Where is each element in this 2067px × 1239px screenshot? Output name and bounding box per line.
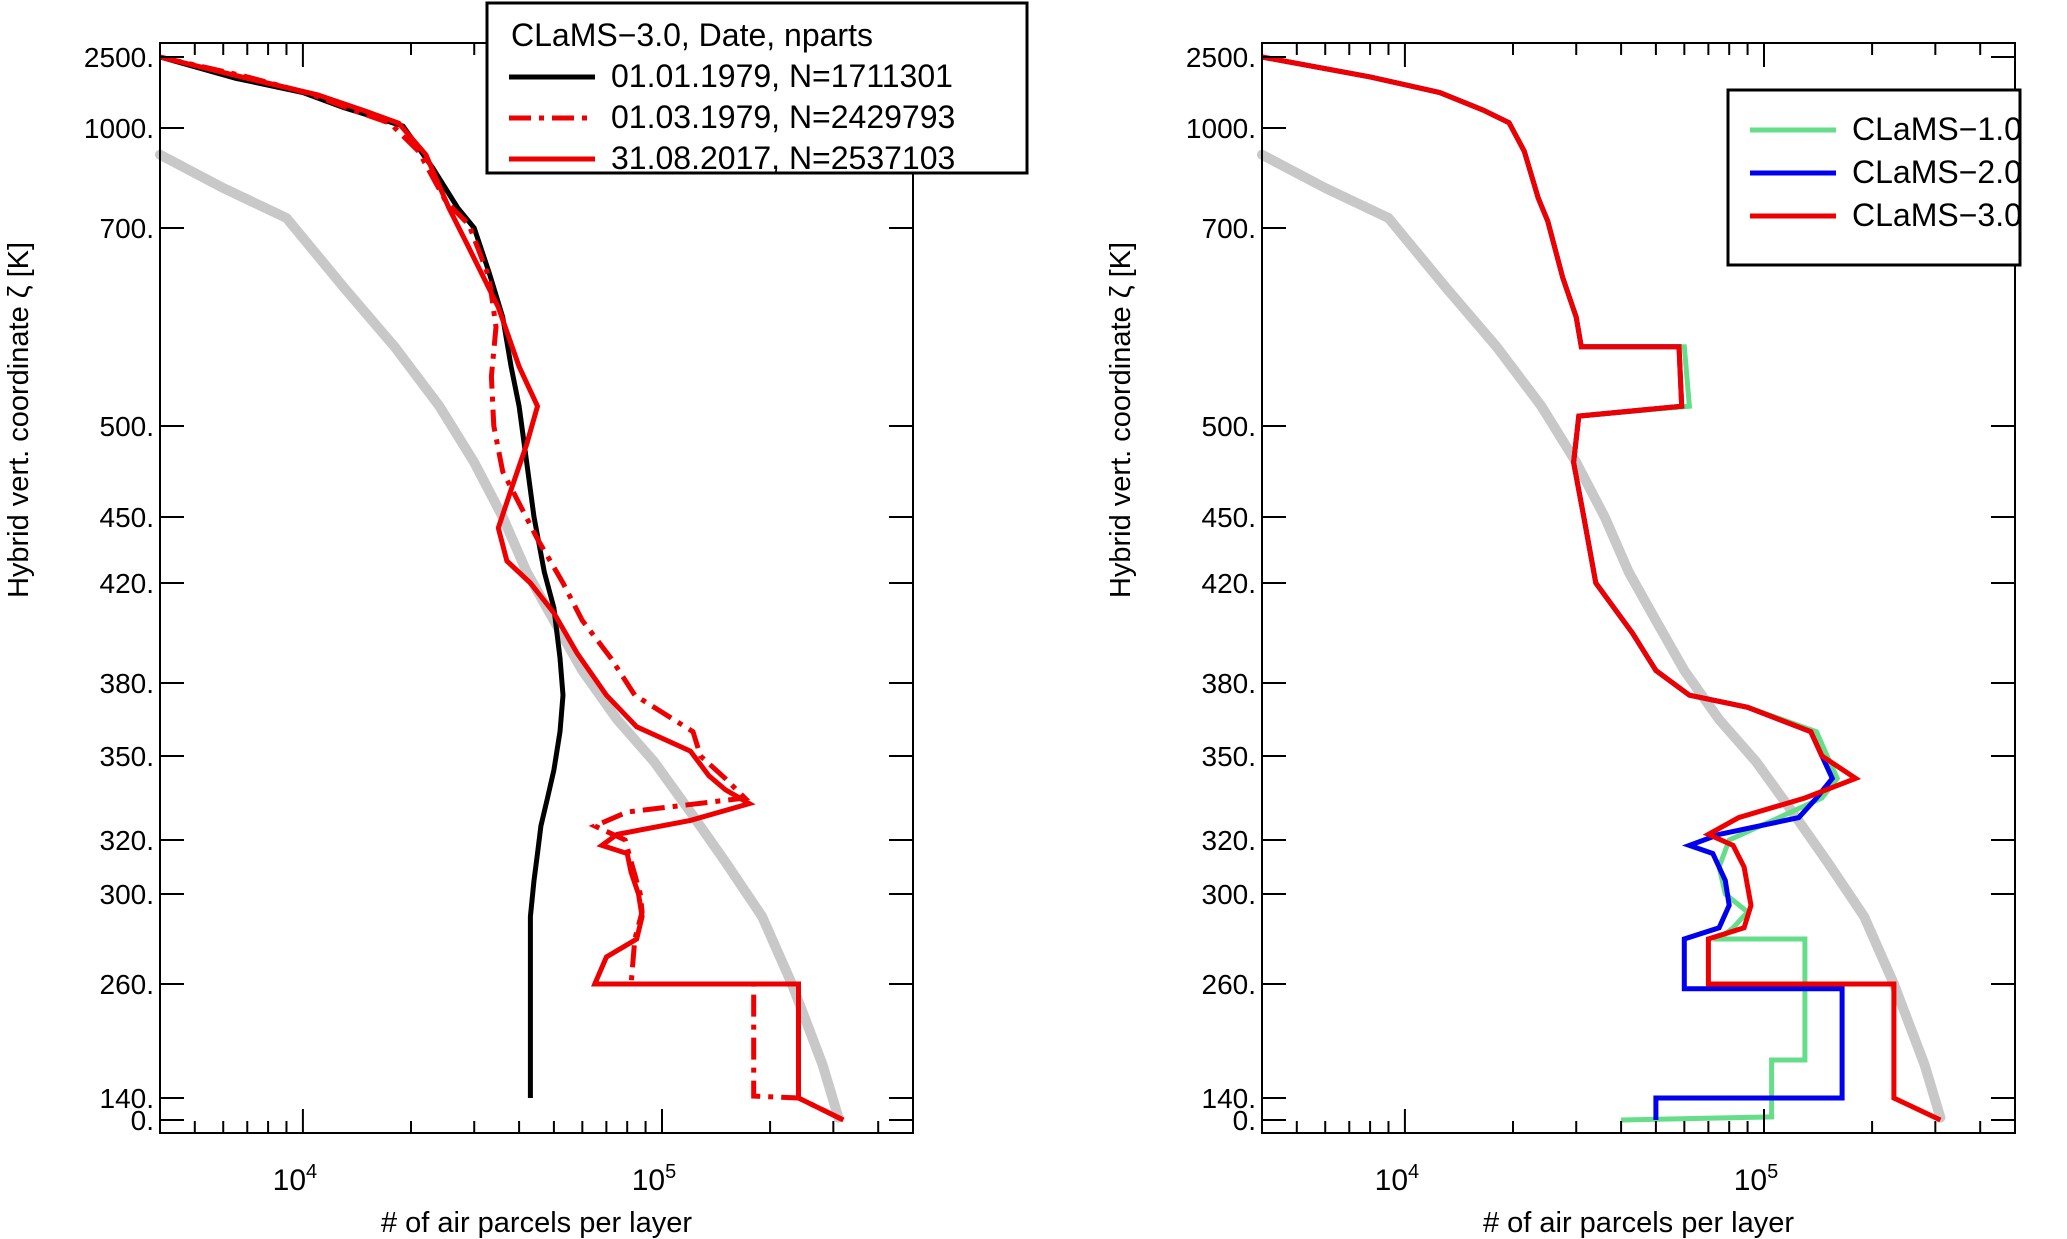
series-line-2	[159, 54, 845, 1123]
y-tick-label: 350.	[1202, 741, 1257, 772]
legend-entry-1: CLaMS−1.0	[1852, 111, 2022, 147]
series-line-3	[1261, 54, 1942, 1123]
y-tick-label: 2500.	[1186, 42, 1256, 73]
x-tick-label: 105	[632, 1161, 677, 1197]
x-tick-label: 104	[1375, 1161, 1420, 1197]
y-tick-label: 300.	[100, 879, 155, 910]
y-tick-label: 700.	[100, 213, 155, 244]
y-tick-label: 0.	[1233, 1105, 1256, 1136]
legend-title: CLaMS−3.0, Date, nparts	[511, 17, 873, 53]
y-tick-label: 260.	[1202, 969, 1257, 1000]
reference-curve	[1257, 149, 1946, 1123]
legend-entry-2: CLaMS−2.0	[1852, 154, 2022, 190]
y-axis-label: Hybrid vert. coordinate ζ [K]	[3, 242, 35, 598]
y-tick-label: 260.	[100, 969, 155, 1000]
y-tick-label: 320.	[1202, 825, 1257, 856]
x-axis-label: # of air parcels per layer	[1483, 1207, 1794, 1239]
y-tick-label: 420.	[1202, 568, 1257, 599]
y-tick-label: 0.	[131, 1105, 154, 1136]
y-tick-label: 380.	[1202, 668, 1257, 699]
plot-frame	[1261, 42, 2016, 1134]
y-tick-label: 420.	[100, 568, 155, 599]
y-tick-label: 300.	[1202, 879, 1257, 910]
y-tick-label: 450.	[1202, 502, 1257, 533]
legend-entry-3: CLaMS−3.0	[1852, 197, 2022, 233]
x-tick-label: 105	[1734, 1161, 1779, 1197]
y-tick-label: 140.	[100, 1083, 155, 1114]
legend: CLaMS−3.0, Date, nparts 01.01.1979, N=171…	[485, 1, 1029, 176]
y-tick-label: 500.	[1202, 411, 1257, 442]
y-tick-label: 140.	[1202, 1083, 1257, 1114]
y-axis-label: Hybrid vert. coordinate ζ [K]	[1105, 242, 1137, 598]
legend-box	[485, 1, 1029, 175]
y-tick-label: 350.	[100, 741, 155, 772]
y-tick-label: 380.	[100, 668, 155, 699]
y-tick-label: 700.	[1202, 213, 1257, 244]
chart-panel-1: 0.140. 260. 300. 320. 350. 380. 420. 450. 500. 70…	[3, 1, 1029, 1239]
legend: CLaMS−1.0 CLaMS−2.0 CLaMS−3.0	[1726, 88, 2022, 267]
legend-box	[1726, 88, 2022, 267]
x-axis-label: # of air parcels per layer	[381, 1207, 692, 1239]
series-line-1	[159, 54, 566, 1098]
x-tick-label: 104	[273, 1161, 318, 1197]
legend-entry-3: 31.08.2017, N=2537103	[611, 140, 955, 176]
y-tick-label: 320.	[100, 825, 155, 856]
y-tick-label: 2500.	[84, 42, 154, 73]
legend-entry-1: 01.01.1979, N=1711301	[611, 58, 953, 94]
legend-entry-2: 01.03.1979, N=2429793	[611, 99, 955, 135]
series-line-3	[159, 54, 845, 1123]
y-tick-label: 1000.	[1186, 113, 1256, 144]
y-tick-label: 500.	[100, 411, 155, 442]
chart-panel-2: 0.140. 260. 300. 320. 350. 380. 420. 450. 500. 70…	[1105, 42, 2022, 1239]
y-tick-label: 450.	[100, 502, 155, 533]
y-tick-label: 1000.	[84, 113, 154, 144]
